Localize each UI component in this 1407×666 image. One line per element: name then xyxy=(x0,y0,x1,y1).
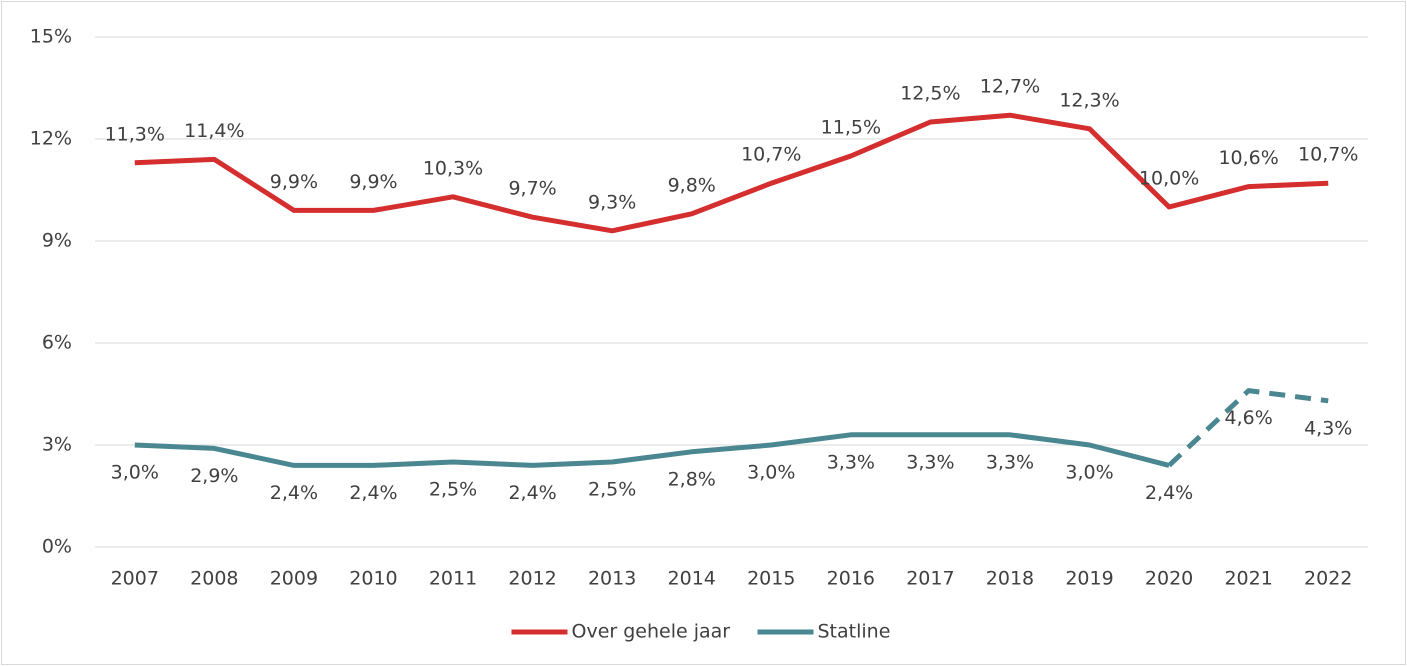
data-label: 2,5% xyxy=(588,479,636,501)
x-tick-label: 2013 xyxy=(588,568,636,590)
series-line-dashed xyxy=(1167,388,1329,468)
data-label: 2,4% xyxy=(270,482,318,504)
data-label: 9,3% xyxy=(588,191,636,213)
x-tick-label: 2007 xyxy=(111,568,159,590)
x-tick-label: 2018 xyxy=(986,568,1034,590)
x-tick-label: 2022 xyxy=(1304,568,1352,590)
data-label: 2,4% xyxy=(508,482,556,504)
data-label: 9,9% xyxy=(270,171,318,193)
data-label: 4,6% xyxy=(1225,407,1273,429)
x-tick-label: 2015 xyxy=(747,568,795,590)
data-label: 10,7% xyxy=(741,144,801,166)
data-label: 9,7% xyxy=(508,178,556,200)
x-tick-label: 2010 xyxy=(349,568,397,590)
x-tick-label: 2016 xyxy=(827,568,875,590)
x-tick-label: 2012 xyxy=(508,568,556,590)
x-tick-label: 2008 xyxy=(190,568,238,590)
x-tick-label: 2021 xyxy=(1224,568,1272,590)
data-label: 3,0% xyxy=(747,462,795,484)
legend-label: Over gehele jaar xyxy=(572,621,731,643)
data-label: 2,5% xyxy=(429,479,477,501)
data-label: 3,3% xyxy=(827,451,875,473)
data-label: 2,8% xyxy=(668,468,716,490)
y-tick-label: 15% xyxy=(30,26,72,48)
x-tick-label: 2017 xyxy=(906,568,954,590)
data-label: 10,0% xyxy=(1139,168,1199,190)
x-tick-label: 2009 xyxy=(270,568,318,590)
data-label: 2,4% xyxy=(349,482,397,504)
data-label: 11,3% xyxy=(105,123,165,145)
data-label: 9,8% xyxy=(668,174,716,196)
y-tick-label: 9% xyxy=(42,230,72,252)
legend-label: Statline xyxy=(818,621,891,643)
data-label: 2,9% xyxy=(190,465,238,487)
x-tick-label: 2014 xyxy=(668,568,716,590)
x-tick-label: 2011 xyxy=(429,568,477,590)
data-label: 11,4% xyxy=(184,120,244,142)
series-line xyxy=(134,112,1329,234)
data-label: 10,3% xyxy=(423,157,483,179)
data-label: 12,5% xyxy=(900,83,960,105)
y-tick-label: 3% xyxy=(42,434,72,456)
x-tick-label: 2019 xyxy=(1065,568,1113,590)
series-line xyxy=(134,432,1170,468)
y-tick-label: 0% xyxy=(42,536,72,558)
data-label: 12,7% xyxy=(980,76,1040,98)
data-label: 11,5% xyxy=(821,117,881,139)
data-label: 10,7% xyxy=(1298,144,1358,166)
data-label: 3,3% xyxy=(906,451,954,473)
data-label: 3,0% xyxy=(1065,462,1113,484)
data-label: 3,0% xyxy=(111,462,159,484)
data-label: 10,6% xyxy=(1218,147,1278,169)
data-label: 9,9% xyxy=(349,171,397,193)
data-label: 2,4% xyxy=(1145,482,1193,504)
y-tick-label: 6% xyxy=(42,332,72,354)
x-tick-label: 2020 xyxy=(1145,568,1193,590)
data-label: 4,3% xyxy=(1304,417,1352,439)
data-label: 12,3% xyxy=(1059,89,1119,111)
data-label: 3,3% xyxy=(986,451,1034,473)
y-tick-label: 12% xyxy=(30,128,72,150)
